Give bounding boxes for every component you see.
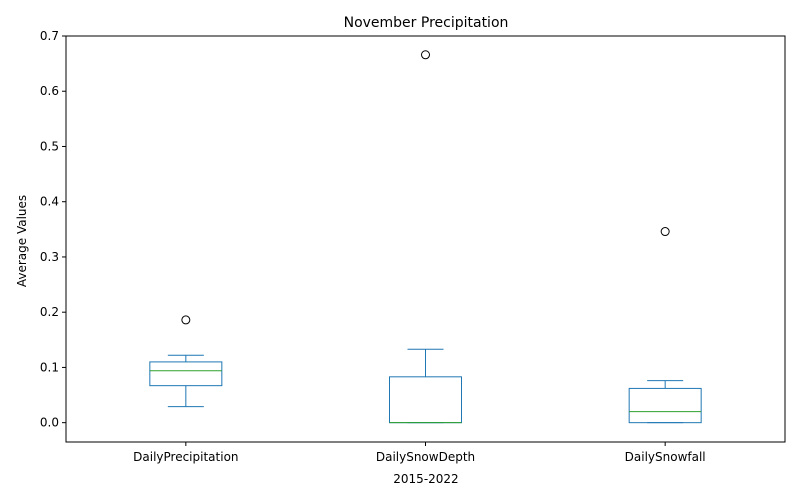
y-tick-label: 0.7 [40, 29, 59, 43]
x-axis-label: 2015-2022 [393, 472, 458, 486]
y-axis-label: Average Values [15, 195, 29, 287]
x-tick-label: DailyPrecipitation [133, 450, 238, 464]
y-tick-label: 0.6 [40, 84, 59, 98]
x-tick-label: DailySnowDepth [376, 450, 475, 464]
outlier-point [421, 50, 430, 60]
y-tick-label: 0.5 [40, 139, 59, 153]
y-tick-label: 0.1 [40, 360, 59, 374]
box-iqr [628, 387, 702, 424]
y-tick-label: 0.3 [40, 250, 59, 264]
plot-area: 0.0 0.1 0.2 0.3 0.4 0.5 0.6 0.7 DailyPrecipitati… [40, 29, 786, 464]
y-tick-label: 0.2 [40, 305, 59, 319]
chart-title: November Precipitation [344, 15, 509, 31]
x-tick-label: DailySnowfall [625, 450, 706, 464]
box-iqr [149, 361, 223, 387]
box-iqr [389, 376, 462, 424]
outlier-point [660, 227, 670, 237]
outlier-point [181, 315, 191, 325]
y-tick-label: 0.0 [40, 416, 59, 430]
y-tick-label: 0.4 [40, 195, 59, 209]
